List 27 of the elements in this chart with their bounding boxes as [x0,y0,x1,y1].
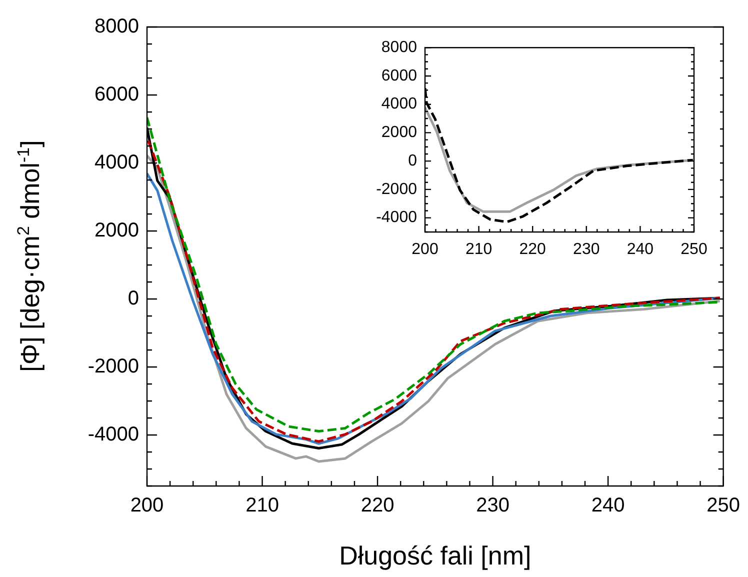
x-tick-label: 230 [573,241,600,258]
x-tick-label: 200 [412,241,438,258]
x-tick-label: 210 [246,494,279,517]
x-tick-label: 250 [680,241,708,258]
y-tick-label: 6000 [94,84,139,106]
y-tick-label: 4000 [381,96,418,113]
y-tick-label: 4000 [94,152,139,174]
x-tick-label: 210 [465,241,492,258]
y-tick-label: -2000 [88,356,139,378]
x-tick-label: 240 [591,494,625,517]
x-tick-label: 230 [476,494,510,517]
y-tick-label: 0 [408,152,418,170]
x-tick-label: 250 [706,494,740,517]
y-tick-label: 2000 [381,124,418,142]
x-tick-label: 220 [519,241,546,258]
x-tick-label: 240 [626,241,654,258]
y-tick-label: -4000 [376,209,418,226]
y-tick-label: 2000 [94,220,139,242]
y-tick-label: -2000 [376,180,418,198]
y-tick-label: 8000 [381,39,418,56]
y-tick-label: 6000 [381,67,418,84]
y-tick-label: 8000 [94,16,139,38]
x-tick-label: 200 [130,494,164,517]
x-axis-title: Długość fali [nm] [339,540,532,571]
y-tick-label: 0 [128,288,139,310]
y-tick-label: -4000 [88,424,139,446]
x-tick-label: 220 [360,494,394,517]
